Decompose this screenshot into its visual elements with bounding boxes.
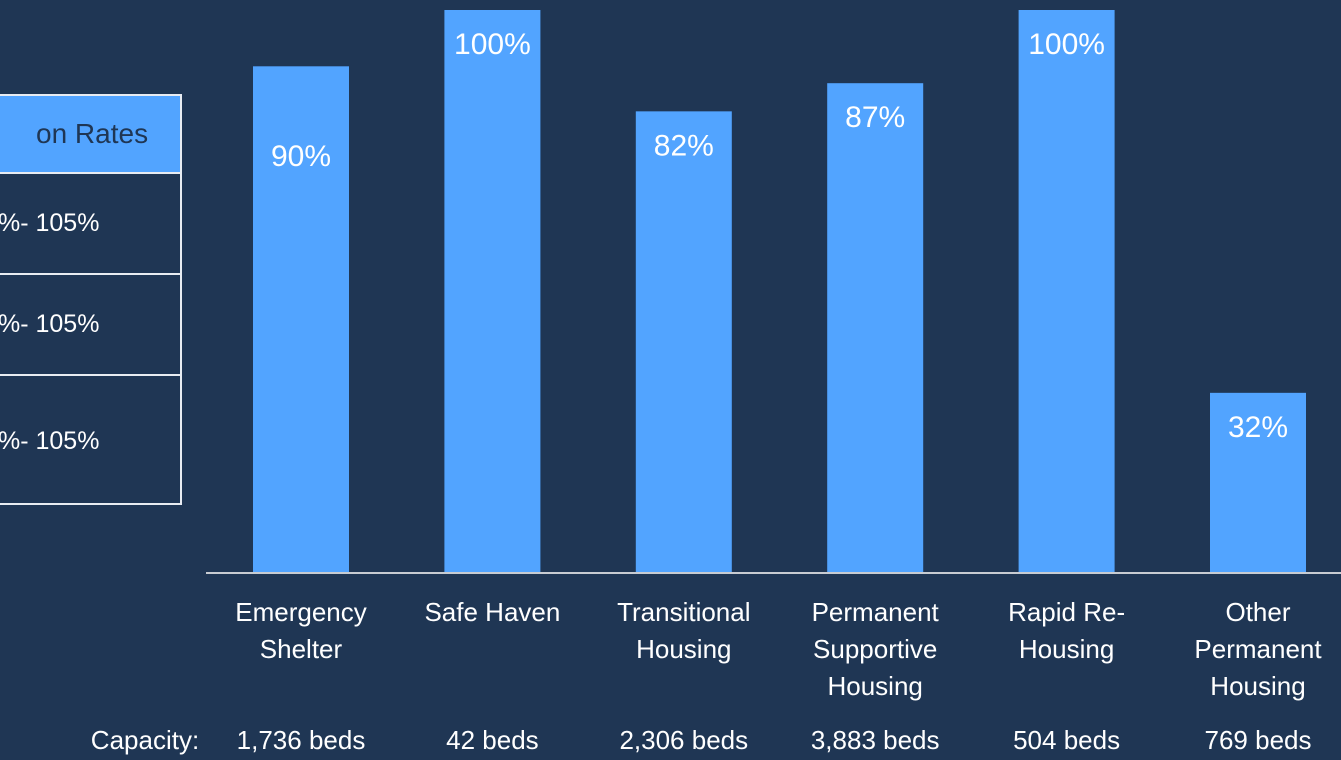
capacity: 3,883 beds (810, 725, 940, 755)
category-label: Safe Haven (424, 597, 561, 627)
table-row: %- 105% (0, 275, 180, 376)
capacity-label: Capacity: (90, 725, 200, 755)
bar (1018, 10, 1115, 573)
capacity: 2,306 beds (619, 725, 749, 755)
bar (827, 83, 924, 573)
category-label: Transitional Housing (617, 597, 751, 664)
table-header: on Rates (0, 96, 180, 174)
bar (1210, 392, 1306, 573)
capacity: 42 beds (446, 725, 539, 755)
value-label: 90% (271, 140, 331, 173)
value-label: 82% (654, 129, 714, 162)
category-label: Other Permanent Housing (1194, 597, 1322, 701)
capacity: 504 beds (1013, 725, 1121, 755)
range-table: on Rates %- 105% %- 105% %- 105% (0, 94, 182, 505)
bar (444, 10, 541, 573)
value-label: 32% (1228, 411, 1288, 444)
value-label: 87% (845, 101, 905, 134)
table-row: %- 105% (0, 174, 180, 275)
category-label: Permanent Supportive Housing (811, 597, 939, 701)
bar (253, 66, 349, 574)
capacity: 769 beds (1204, 725, 1312, 755)
capacity: 1,736 beds (236, 725, 366, 755)
bar (635, 111, 732, 573)
category-label: Rapid Re-Housing (1008, 597, 1126, 664)
category-label: Emergency Shelter (235, 597, 367, 664)
value-label: 100% (454, 28, 531, 61)
table-row: %- 105% (0, 427, 100, 455)
value-label: 100% (1028, 28, 1105, 61)
